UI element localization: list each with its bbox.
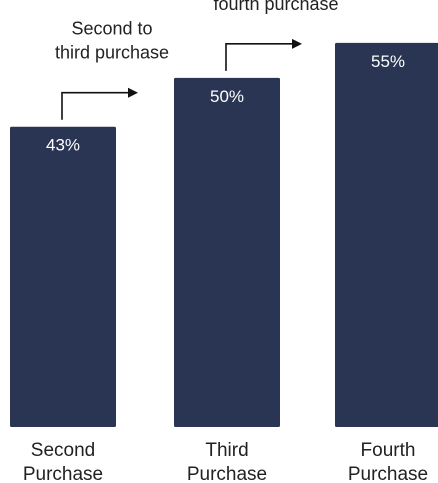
category-label-line: Second [31,440,95,461]
category-label-line: Fourth [361,440,416,461]
bar-3 [335,42,438,427]
annotation-label: Second to third purchase [55,19,169,63]
annotation-arrow-line [61,91,130,120]
annotation-arrow-head [128,87,138,98]
category-label-line: Third [205,440,248,461]
annotation-label-line: third purchase [55,43,169,63]
bar-value-label: 43% [46,136,80,155]
category-label: Fourth Purchase [348,440,428,483]
category-label-line: Purchase [187,464,267,483]
annotation-arrow-head [292,38,302,49]
category-label: Second Purchase [23,440,103,483]
annotation-label-line: fourth purchase [213,0,338,14]
category-label: Third Purchase [187,440,267,483]
bar-2 [174,77,280,427]
annotation-label-line: Second to [71,19,152,39]
bar-value-label: 55% [371,52,405,71]
bar-value-label: 50% [210,87,244,106]
category-label-line: Purchase [23,464,103,483]
annotation-label: Third tofourth purchase [213,0,338,14]
bar-1 [10,126,116,427]
category-label-line: Purchase [348,464,428,483]
annotation-arrow-line [225,43,294,71]
